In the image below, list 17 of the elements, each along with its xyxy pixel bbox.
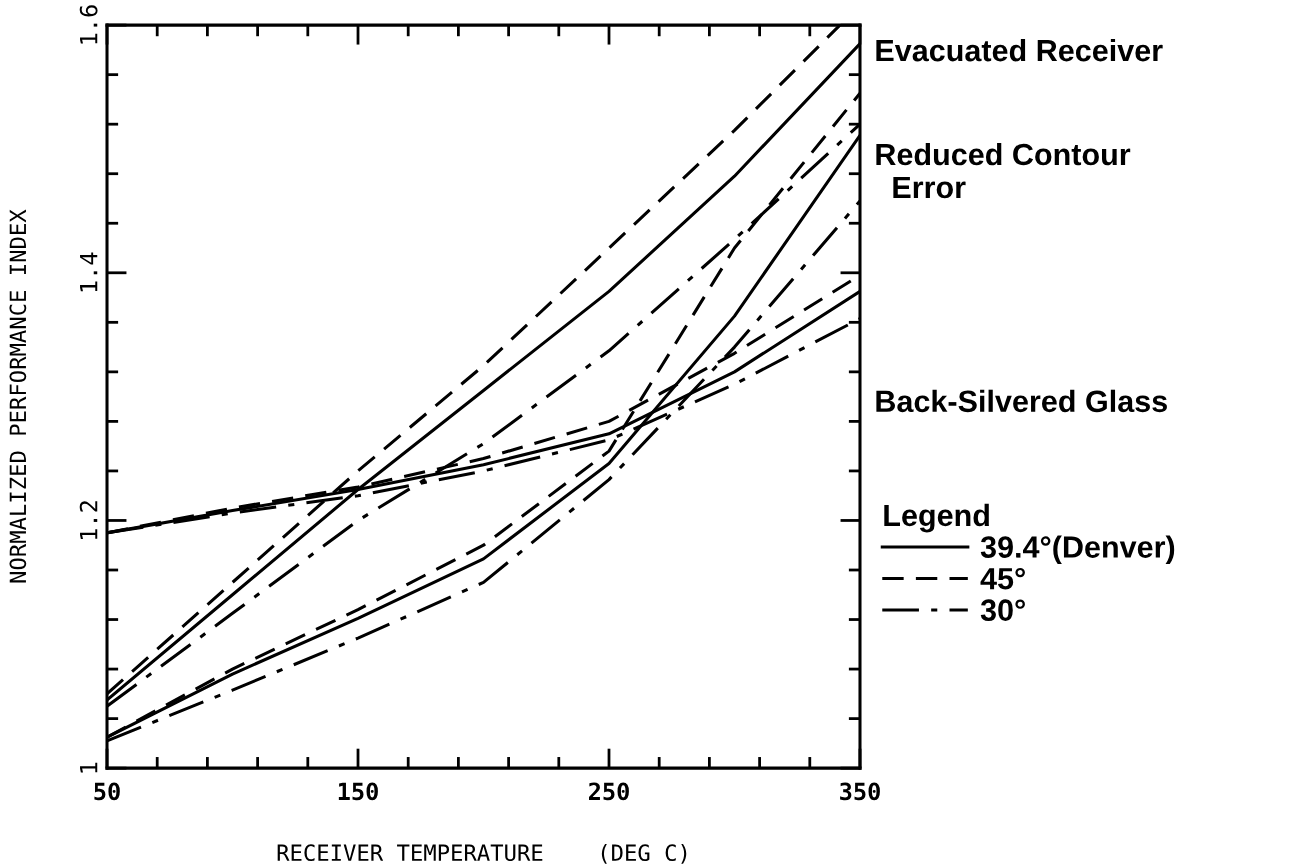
text: Evacuated Receiver — [876, 38, 1163, 62]
legend-label: 45° — [980, 567, 1025, 590]
x-axis-title: RECEIVER TEMPERATURE (DEG C) — [277, 843, 687, 864]
y-tick-label: 1.6 — [79, 5, 98, 44]
x-tick-label: 150 — [338, 782, 378, 801]
x-tick-label: 50 — [94, 782, 120, 801]
legend-title: Legend — [884, 503, 989, 533]
y-axis-title: NORMALIZED PERFORMANCE INDEX — [9, 209, 27, 583]
y-tick-label: 1.4 — [80, 252, 98, 292]
x-tick-label: 350 — [840, 782, 880, 801]
y-tick-label: 1.2 — [79, 501, 98, 539]
legend-label: 39.4°(Denver) — [980, 535, 1175, 564]
text: Back-Silvered Glass — [876, 389, 1167, 413]
x-tick-label: 250 — [589, 782, 629, 801]
legend-label: 30° — [980, 599, 1025, 622]
text: Reduced Contour Error — [876, 142, 1131, 199]
y-tick-label: 1 — [80, 762, 98, 773]
